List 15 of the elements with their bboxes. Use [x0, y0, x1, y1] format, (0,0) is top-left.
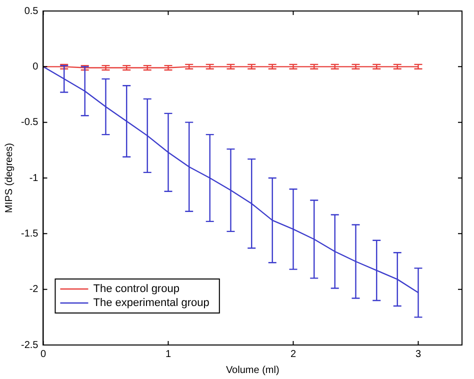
y-tick-label: -0.5 [20, 117, 39, 128]
y-tick-label: 0 [32, 61, 39, 72]
x-tick-label: 2 [290, 348, 296, 360]
x-tick-label: 3 [415, 348, 422, 360]
y-tick-label: -2 [29, 284, 39, 296]
y-tick-label: -1 [29, 172, 39, 184]
x-tick-label: 0 [40, 348, 46, 360]
legend-label: The control group [93, 283, 180, 296]
y-tick-label: 0.5 [24, 6, 39, 17]
y-tick-label: -2.5 [20, 340, 39, 351]
legend-label: The experimental group [93, 297, 210, 310]
y-axis-title: MIPS (degrees) [4, 142, 15, 214]
y-tick-label: -1.5 [20, 228, 39, 240]
x-tick-label: 1 [165, 348, 172, 360]
x-axis-title: Volume (ml) [226, 364, 280, 376]
